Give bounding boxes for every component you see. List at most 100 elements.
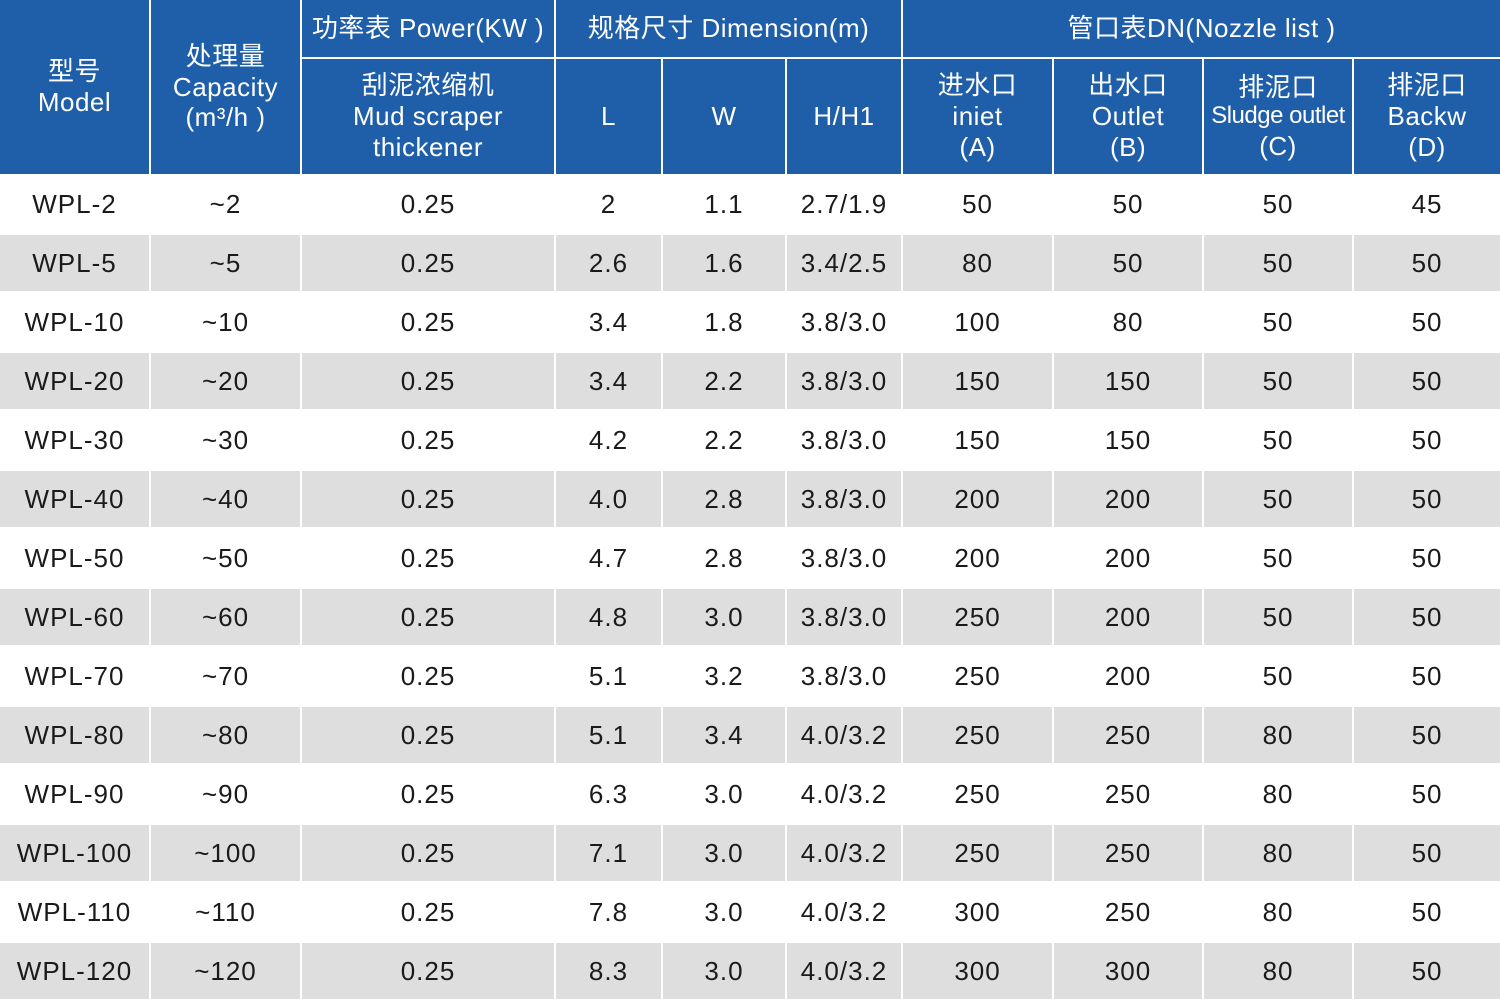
cell-backw: 50	[1353, 882, 1500, 943]
cell-width: 2.2	[662, 410, 787, 471]
cell-inlet: 50	[902, 175, 1055, 235]
cell-inlet: 250	[902, 764, 1055, 825]
header-backw-cn: 排泥口	[1387, 70, 1467, 101]
cell-outlet: 300	[1053, 941, 1205, 1002]
header-backw-code: (D)	[1408, 131, 1446, 162]
cell-capacity: ~110	[150, 882, 302, 943]
cell-height: 3.8/3.0	[786, 292, 904, 353]
cell-sludge-outlet: 50	[1203, 410, 1355, 471]
cell-outlet: 250	[1053, 705, 1205, 766]
cell-outlet: 80	[1053, 292, 1205, 353]
cell-height: 3.8/3.0	[786, 646, 904, 707]
header-sludge-en: Sludge outlet	[1211, 102, 1345, 130]
cell-inlet: 80	[902, 233, 1055, 294]
cell-length: 4.8	[555, 587, 663, 648]
cell-sludge-outlet: 80	[1203, 941, 1355, 1002]
cell-height: 3.8/3.0	[786, 587, 904, 648]
cell-length: 2	[555, 175, 663, 235]
cell-model: WPL-90	[0, 764, 151, 825]
cell-model: WPL-5	[0, 233, 151, 294]
cell-sludge-outlet: 50	[1203, 175, 1355, 235]
cell-outlet: 150	[1053, 410, 1205, 471]
cell-power: 0.25	[301, 823, 556, 884]
header-model: 型号 Model	[0, 0, 151, 176]
header-sludge: 排泥口 Sludge outlet (C)	[1203, 58, 1355, 176]
header-capacity-cn: 处理量	[185, 40, 266, 71]
cell-model: WPL-110	[0, 882, 151, 943]
cell-model: WPL-70	[0, 646, 151, 707]
cell-model: WPL-10	[0, 292, 151, 353]
cell-backw: 50	[1353, 351, 1500, 412]
header-dim-w: W	[662, 58, 787, 176]
cell-capacity: ~40	[150, 469, 302, 530]
header-sludge-cn: 排泥口	[1238, 71, 1318, 102]
cell-capacity: ~60	[150, 587, 302, 648]
header-dim-l: L	[555, 58, 663, 176]
cell-model: WPL-60	[0, 587, 151, 648]
header-power-en2: thickener	[373, 131, 483, 162]
cell-power: 0.25	[301, 764, 556, 825]
cell-height: 3.8/3.0	[786, 410, 904, 471]
table-row: WPL-100 ~100 0.25 7.1 3.0 4.0/3.2 250 250 80 50	[0, 823, 1500, 884]
header-capacity: 处理量 Capacity (m³/h )	[150, 0, 302, 176]
cell-height: 3.8/3.0	[786, 351, 904, 412]
cell-length: 4.7	[555, 528, 663, 589]
cell-capacity: ~70	[150, 646, 302, 707]
cell-power: 0.25	[301, 646, 556, 707]
cell-width: 2.8	[662, 528, 787, 589]
cell-capacity: ~5	[150, 233, 302, 294]
cell-width: 3.0	[662, 587, 787, 648]
cell-power: 0.25	[301, 233, 556, 294]
cell-height: 3.4/2.5	[786, 233, 904, 294]
cell-height: 4.0/3.2	[786, 882, 904, 943]
cell-length: 6.3	[555, 764, 663, 825]
cell-power: 0.25	[301, 410, 556, 471]
cell-inlet: 150	[902, 351, 1055, 412]
cell-length: 7.8	[555, 882, 663, 943]
cell-outlet: 250	[1053, 882, 1205, 943]
cell-width: 3.0	[662, 882, 787, 943]
cell-outlet: 150	[1053, 351, 1205, 412]
cell-width: 3.2	[662, 646, 787, 707]
cell-model: WPL-20	[0, 351, 151, 412]
cell-capacity: ~80	[150, 705, 302, 766]
cell-model: WPL-120	[0, 941, 151, 1002]
table-row: WPL-80 ~80 0.25 5.1 3.4 4.0/3.2 250 250 80 50	[0, 705, 1500, 766]
header-sludge-code: (C)	[1259, 130, 1297, 161]
cell-capacity: ~50	[150, 528, 302, 589]
header-power-cn: 刮泥浓缩机	[361, 70, 495, 101]
cell-outlet: 250	[1053, 823, 1205, 884]
header-outlet-cn: 出水口	[1088, 70, 1168, 101]
header-backw-en: Backw	[1387, 101, 1467, 132]
cell-capacity: ~20	[150, 351, 302, 412]
cell-capacity: ~2	[150, 175, 302, 235]
cell-power: 0.25	[301, 882, 556, 943]
header-outlet: 出水口 Outlet (B)	[1053, 58, 1205, 176]
header-outlet-code: (B)	[1109, 131, 1147, 162]
cell-length: 7.1	[555, 823, 663, 884]
cell-width: 3.0	[662, 764, 787, 825]
cell-backw: 50	[1353, 646, 1500, 707]
cell-outlet: 50	[1053, 233, 1205, 294]
cell-power: 0.25	[301, 587, 556, 648]
cell-inlet: 200	[902, 469, 1055, 530]
cell-width: 1.6	[662, 233, 787, 294]
cell-width: 2.8	[662, 469, 787, 530]
cell-sludge-outlet: 50	[1203, 646, 1355, 707]
cell-backw: 50	[1353, 705, 1500, 766]
cell-length: 5.1	[555, 646, 663, 707]
header-inlet: 进水口 iniet (A)	[902, 58, 1055, 176]
cell-backw: 50	[1353, 410, 1500, 471]
cell-inlet: 200	[902, 528, 1055, 589]
cell-inlet: 250	[902, 823, 1055, 884]
table-row: WPL-20 ~20 0.25 3.4 2.2 3.8/3.0 150 150 50 50	[0, 351, 1500, 412]
cell-sludge-outlet: 80	[1203, 823, 1355, 884]
cell-backw: 50	[1353, 528, 1500, 589]
table-row: WPL-90 ~90 0.25 6.3 3.0 4.0/3.2 250 250 80 50	[0, 764, 1500, 825]
cell-capacity: ~90	[150, 764, 302, 825]
cell-inlet: 100	[902, 292, 1055, 353]
cell-outlet: 250	[1053, 764, 1205, 825]
header-backw: 排泥口 Backw (D)	[1353, 58, 1500, 176]
header-power-sub: 刮泥浓缩机 Mud scraper thickener	[301, 58, 556, 176]
